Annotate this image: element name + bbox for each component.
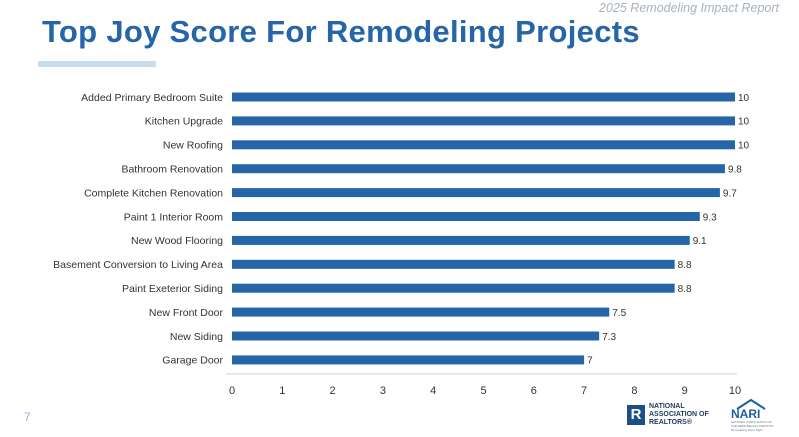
x-tick-label: 9 — [682, 385, 688, 397]
report-tag: 2025 Remodeling Impact Report — [599, 1, 779, 15]
bar — [232, 307, 610, 317]
value-label: 7.5 — [612, 308, 626, 319]
nar-logo-line: NATIONAL — [649, 403, 685, 410]
nari-logo-tagline: NATIONAL ASSOCIATION OF THE REMODELING I… — [731, 420, 775, 428]
category-label: Complete Kitchen Renovation — [84, 187, 223, 199]
category-label: Basement Conversion to Living Area — [53, 259, 223, 271]
category-label: Added Primary Bedroom Suite — [81, 92, 223, 104]
value-label: 10 — [738, 117, 750, 128]
value-label: 10 — [738, 141, 750, 152]
value-label: 9.8 — [728, 165, 742, 176]
category-label: Paint 1 Interior Room — [124, 211, 223, 223]
bar — [232, 283, 675, 293]
category-label: Kitchen Upgrade — [145, 116, 223, 128]
nari-logo: NARI NATIONAL ASSOCIATION OF THE REMODEL… — [731, 398, 775, 432]
value-label: 8.8 — [678, 284, 692, 295]
x-tick-label: 3 — [380, 385, 386, 397]
bar — [232, 355, 585, 365]
category-label: Paint Exeterior Siding — [122, 283, 223, 295]
x-tick-label: 0 — [229, 385, 235, 397]
bar — [232, 259, 675, 269]
bar — [232, 235, 690, 245]
category-label: Bathroom Renovation — [121, 164, 223, 176]
nar-logo: R NATIONAL ASSOCIATION OF REALTORS® — [627, 403, 709, 427]
nari-logo-name: NARI — [731, 407, 761, 421]
page-title: Top Joy Score For Remodeling Projects — [42, 14, 640, 49]
category-label: New Siding — [170, 331, 223, 343]
category-label: New Wood Flooring — [131, 235, 223, 247]
nar-logo-text: NATIONAL ASSOCIATION OF REALTORS® — [649, 403, 709, 427]
bar — [232, 164, 725, 174]
x-tick-label: 8 — [631, 385, 637, 397]
x-tick-label: 2 — [330, 385, 336, 397]
category-label: New Roofing — [163, 140, 223, 152]
bar — [232, 92, 735, 102]
x-tick-label: 1 — [279, 385, 285, 397]
realtor-r-icon: R — [627, 405, 645, 425]
x-tick-label: 10 — [729, 385, 741, 397]
x-tick-label: 5 — [480, 385, 486, 397]
value-label: 9.7 — [723, 188, 737, 199]
category-label: New Front Door — [149, 307, 224, 319]
category-label: Garage Door — [162, 355, 223, 367]
value-label: 7.3 — [602, 332, 616, 343]
nari-logo-slogan: Remodeling Done Right — [731, 428, 763, 432]
x-tick-label: 4 — [430, 385, 436, 397]
value-label: 9.1 — [693, 236, 707, 247]
value-label: 8.8 — [678, 260, 692, 271]
x-tick-label: 6 — [531, 385, 537, 397]
value-label: 10 — [738, 93, 750, 104]
bar — [232, 140, 735, 150]
nar-logo-line: ASSOCIATION OF — [649, 411, 709, 418]
bar — [232, 188, 720, 198]
bar — [232, 212, 700, 221]
x-tick-label: 7 — [581, 385, 587, 397]
nar-logo-line: REALTORS® — [649, 419, 693, 426]
value-label: 9.3 — [703, 212, 717, 223]
value-label: 7 — [587, 356, 593, 367]
title-accent-bar — [38, 61, 156, 67]
house-icon — [736, 398, 766, 410]
page-number: 7 — [24, 410, 31, 424]
bar — [232, 116, 735, 126]
bar — [232, 331, 600, 341]
